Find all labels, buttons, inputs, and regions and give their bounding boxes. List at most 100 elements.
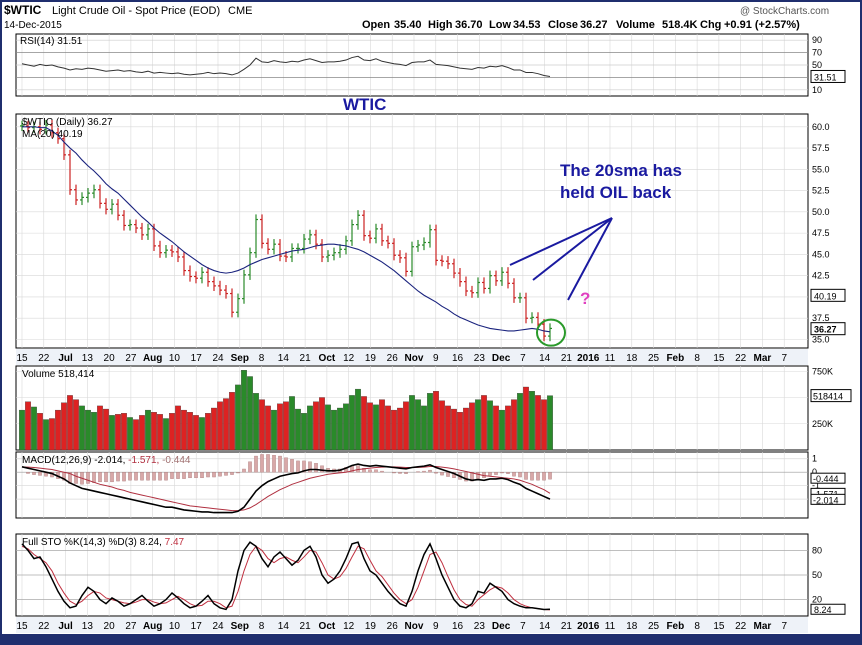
x-tick-label: 9: [433, 353, 439, 364]
volume-bar: [61, 402, 67, 451]
pane-macd: [15, 451, 809, 519]
x-tick-label-bottom: 7: [781, 621, 787, 632]
volume-label: Volume: [616, 19, 655, 31]
volume-bar: [283, 401, 289, 451]
volume-bar: [409, 395, 415, 451]
x-tick-label: 17: [191, 353, 203, 364]
macd-hist-bar: [170, 472, 174, 479]
macd-hist-bar: [308, 461, 312, 473]
rsi-tick-label: 70: [812, 48, 822, 58]
ma-last-value: 40.19: [814, 291, 837, 301]
macd-hist-bar: [272, 455, 276, 473]
volume-bar: [319, 397, 325, 451]
volume-bar: [385, 405, 391, 451]
chart-title-symbol: $WTIC: [4, 3, 42, 17]
macd-hist-bar: [188, 472, 192, 479]
volume-bar: [235, 384, 241, 451]
volume-bar: [199, 417, 205, 451]
volume-bar: [295, 408, 301, 451]
volume-bar: [475, 399, 481, 451]
volume-last-value: 518414: [813, 392, 843, 402]
highlight-circle: [536, 318, 566, 347]
price-tick-label: 57.5: [812, 143, 830, 153]
macd-hist-bar: [392, 472, 396, 474]
sto-legend: Full STO %K(14,3) %D(3) 8.24, 7.47: [22, 537, 185, 548]
volume-bar: [433, 391, 439, 451]
macd-hist-bar: [548, 472, 552, 480]
macd-hist-bar: [116, 472, 120, 482]
volume-bar: [373, 404, 379, 451]
volume-bar: [25, 401, 31, 451]
volume-bar: [193, 415, 199, 451]
x-tick-label: 13: [82, 353, 94, 364]
volume-bar: [361, 396, 367, 451]
x-tick-label: 10: [169, 353, 181, 364]
volume-bar: [349, 395, 355, 451]
x-tick-label: 7: [520, 353, 526, 364]
macd-hist-bar: [278, 455, 282, 473]
x-tick-label-bottom: 22: [735, 621, 747, 632]
x-tick-label-bottom: Dec: [492, 621, 511, 632]
rsi-tick-label: 90: [812, 35, 822, 45]
x-tick-label: 27: [125, 353, 137, 364]
macd-hist-bar: [506, 472, 510, 474]
volume-bar: [415, 399, 421, 451]
high-label: High: [428, 19, 453, 31]
x-tick-label-bottom: Jul: [58, 621, 73, 632]
sto-tick-label: 50: [812, 570, 822, 580]
volume-bar: [427, 393, 433, 451]
price-tick-label: 45.0: [812, 249, 830, 259]
x-tick-label-bottom: 2016: [577, 621, 600, 632]
volume-bar: [367, 402, 373, 451]
volume-bar: [547, 395, 553, 451]
volume-bar: [487, 400, 493, 451]
annotation-arrows: [509, 217, 613, 301]
macd-hist-bar: [488, 472, 492, 476]
macd-hist-bar: [104, 472, 108, 483]
volume-bar: [37, 413, 43, 451]
macd-hist-bar: [218, 472, 222, 477]
volume-bar: [481, 395, 487, 451]
x-tick-label: 18: [626, 353, 638, 364]
x-tick-label: 26: [387, 353, 399, 364]
volume-bar: [91, 412, 97, 451]
volume-bar: [325, 404, 331, 451]
volume-bar: [139, 415, 145, 451]
macd-tick-label: 1: [812, 454, 817, 464]
annotation-line2: held OIL back: [560, 183, 672, 202]
price-tick-label: 55.0: [812, 164, 830, 174]
x-tick-label: 14: [539, 353, 551, 364]
ohlc-readout: Open 35.40 High 36.70 Low 34.53 Close 36…: [362, 19, 800, 31]
x-tick-label-bottom: 8: [694, 621, 700, 632]
macd-hist-bar: [416, 471, 420, 473]
macd-hist-bar: [128, 472, 132, 481]
volume-bar: [259, 399, 265, 451]
x-tick-label: Nov: [405, 353, 424, 364]
x-tick-label-bottom: 12: [343, 621, 355, 632]
volume-tick-label: 250K: [812, 419, 833, 429]
macd-hist-bar: [434, 472, 438, 474]
volume-bar: [115, 414, 121, 451]
volume-bar: [19, 409, 25, 451]
volume-tick-label: 750K: [812, 366, 833, 376]
x-tick-label-bottom: Oct: [319, 621, 336, 632]
macd-hist-bar: [362, 468, 366, 473]
volume-bar: [169, 413, 175, 451]
macd-hist-bar: [212, 472, 216, 478]
sto-k-line: [21, 541, 551, 611]
rsi-last-box: [810, 69, 846, 83]
volume-value: 518.4K: [662, 19, 698, 31]
volume-bar: [451, 408, 457, 451]
volume-bar: [301, 413, 307, 451]
x-tick-label-bottom: 16: [452, 621, 464, 632]
volume-bar: [499, 409, 505, 451]
annotation-arrow-line: [509, 217, 613, 266]
macd-hist-bar: [242, 468, 246, 473]
annotation-arrow-line: [567, 217, 613, 301]
macd-last-value: -0.444: [813, 474, 839, 484]
macd-hist-bar: [86, 472, 90, 484]
macd-hist-bar: [200, 472, 204, 479]
x-tick-label: 15: [16, 353, 28, 364]
x-tick-label: Dec: [492, 353, 511, 364]
volume-bar: [403, 401, 409, 451]
